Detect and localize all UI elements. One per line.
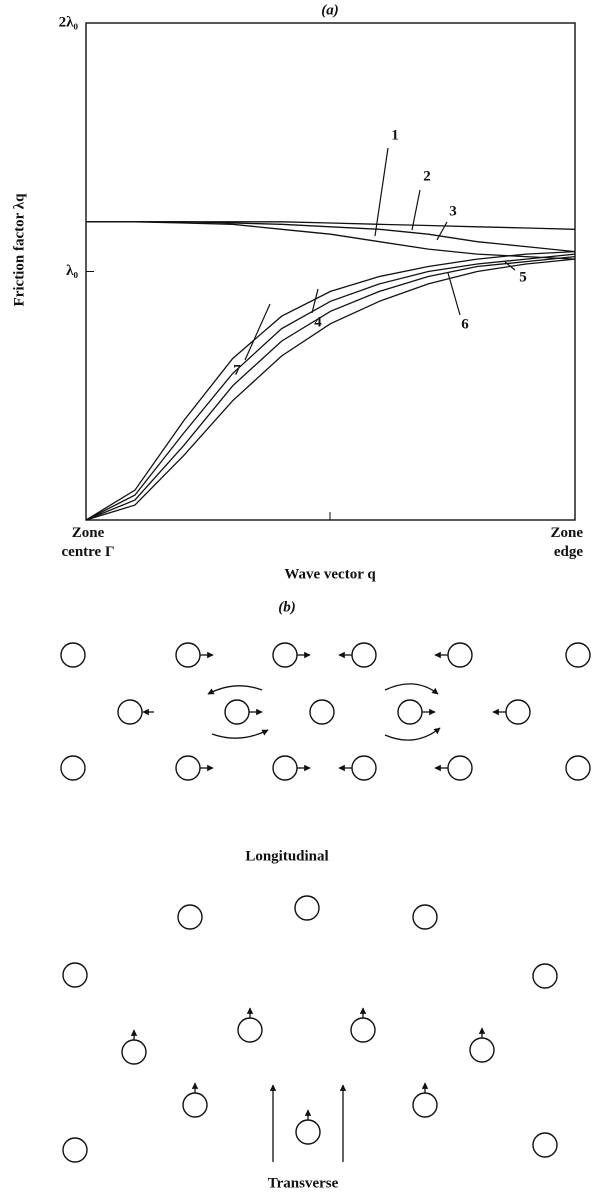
transverse-caption: Transverse xyxy=(268,1175,339,1191)
longitudinal-caption: Longitudinal xyxy=(245,848,328,864)
x-tick-label: Zone edge xyxy=(550,525,583,560)
curve xyxy=(85,255,576,521)
leader-line xyxy=(411,189,421,231)
leader-line xyxy=(447,272,461,316)
panel-b-label: (b) xyxy=(278,599,296,615)
curve-label: 5 xyxy=(519,269,527,285)
longitudinal-lattice xyxy=(60,642,591,781)
curve xyxy=(86,221,576,260)
curve xyxy=(85,253,576,521)
x-tick-label: Zone centre Γ xyxy=(61,525,115,560)
curve xyxy=(86,221,576,253)
curve-label: 6 xyxy=(461,316,469,332)
leader-line xyxy=(436,221,448,241)
leader-line xyxy=(374,147,389,237)
y-axis-title: Friction factor λq xyxy=(11,193,27,307)
curve-label: 4 xyxy=(314,314,322,330)
curve-label: 7 xyxy=(233,362,241,378)
leader-line xyxy=(244,303,271,361)
curve xyxy=(85,250,576,521)
curve-label: 1 xyxy=(391,127,399,143)
x-axis-title: Wave vector q xyxy=(284,566,376,582)
panel-a-label: (a) xyxy=(321,2,339,18)
plot-frame xyxy=(85,22,576,521)
curve-label: 2 xyxy=(423,168,431,184)
curve-label: 3 xyxy=(449,203,457,219)
leader-line xyxy=(311,288,319,314)
curve xyxy=(85,258,576,521)
y-tick-label: 2λ₀ xyxy=(59,14,79,30)
y-tick-label: λ₀ xyxy=(66,263,78,279)
transverse-lattice xyxy=(62,895,558,1163)
